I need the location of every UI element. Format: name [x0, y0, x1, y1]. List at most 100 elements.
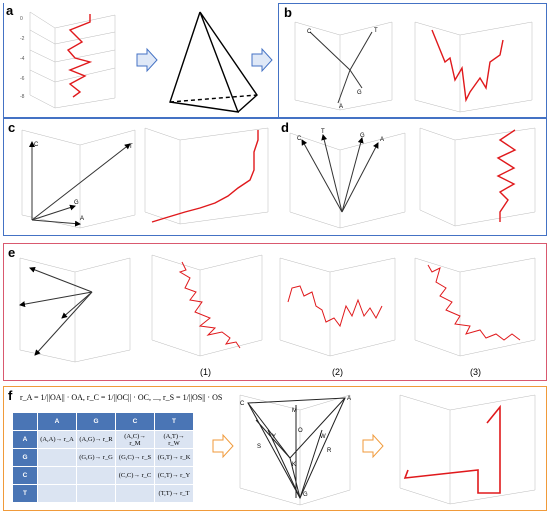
- arrow-f1: [212, 433, 234, 459]
- label-f-G: G: [303, 492, 308, 498]
- label-d-C: C: [297, 136, 302, 142]
- label-d-A: A: [380, 137, 384, 143]
- walk-e1: [178, 261, 241, 349]
- pair-matrix: A G C T A (A,A)→ r_A (A,G)→ r_R (A,C)→ r…: [12, 412, 194, 503]
- walk-f: [403, 404, 501, 494]
- plot-e0-axes: [19, 257, 131, 363]
- label-f-M: M: [292, 408, 297, 414]
- vectors-e: [19, 267, 93, 356]
- plot-d1-axes: [289, 132, 406, 229]
- sublabel-e1: (1): [200, 367, 211, 377]
- matrix-cell: (A,C)→ r_M: [115, 430, 155, 449]
- plot-e3-axes: [414, 257, 536, 357]
- label-c-T: T: [129, 144, 133, 150]
- tetra-f: [247, 397, 346, 500]
- label-b-C: C: [307, 29, 312, 35]
- label-d-T: T: [321, 129, 325, 135]
- label-c-A: A: [80, 216, 84, 222]
- matrix-rowhead: G: [12, 448, 38, 467]
- arrow-f2: [362, 433, 384, 459]
- matrix-cell: (A,A)→ r_A: [37, 430, 77, 449]
- label-b-A: A: [339, 104, 343, 110]
- matrix-header-A: A: [37, 412, 77, 431]
- frame-f-orange: [3, 386, 547, 511]
- matrix-header-G: G: [76, 412, 116, 431]
- walk-b: [431, 29, 504, 103]
- matrix-cell: [37, 448, 77, 467]
- frame-a-blue: [3, 3, 278, 118]
- label-f-W: W: [320, 434, 326, 440]
- plot-b1-axes: [294, 21, 393, 111]
- svg-text:-4: -4: [20, 56, 25, 62]
- plot-f2-axes: [399, 394, 536, 505]
- label-f-Y: Y: [272, 434, 276, 440]
- svg-text:-6: -6: [20, 76, 25, 82]
- label-f-S: S: [257, 444, 261, 450]
- panel-label-c: c: [8, 120, 16, 135]
- frame-b-blue: [278, 3, 547, 118]
- matrix-header-0: [12, 412, 38, 431]
- matrix-cell: [37, 484, 77, 503]
- panel-label-e: e: [8, 245, 16, 260]
- plot-c1-axes: [21, 129, 136, 229]
- sublabel-e3: (3): [470, 367, 481, 377]
- plot-e2-axes: [279, 257, 396, 357]
- vectors-b: [309, 31, 373, 104]
- matrix-header-C: C: [115, 412, 155, 431]
- label-c-G: G: [74, 200, 79, 206]
- label-d-G: G: [360, 133, 365, 139]
- plot-d2-axes: [419, 127, 536, 227]
- vectors-d: [301, 134, 379, 213]
- label-f-K: K: [292, 462, 296, 468]
- matrix-cell: [76, 484, 116, 503]
- panel-label-b: b: [284, 5, 292, 20]
- matrix-cell: (G,C)→ r_S: [115, 448, 155, 467]
- arrow-tetra-to-b: [251, 47, 273, 73]
- vectors-c: [29, 141, 131, 227]
- sublabel-e2: (2): [332, 367, 343, 377]
- panel-label-f: f: [8, 388, 13, 403]
- panel-label-a: a: [6, 3, 14, 18]
- panel-label-d: d: [281, 120, 289, 135]
- walk-c: [151, 130, 259, 223]
- plot-b2-axes: [414, 21, 533, 113]
- label-f-A: A: [347, 396, 351, 402]
- svg-text:-2: -2: [20, 36, 25, 42]
- walk-a: [66, 14, 93, 98]
- plot-f1-axes: [239, 394, 351, 506]
- plot-a-axes: [29, 11, 116, 109]
- label-f-R: R: [327, 448, 332, 454]
- plot-e1-axes: [151, 254, 263, 357]
- label-f-C: C: [240, 401, 245, 407]
- frame-cd-blue: [3, 118, 547, 236]
- label-c-C: C: [34, 142, 39, 148]
- formula: r_A = 1/||OA|| · OA, r_C = 1/||OC|| · OC…: [20, 393, 223, 402]
- matrix-rowhead: C: [12, 466, 38, 485]
- matrix-cell: (C,T)→ r_Y: [154, 466, 194, 485]
- matrix-cell: (A,T)→ r_W: [154, 430, 194, 449]
- plot-c2-axes: [144, 127, 269, 225]
- tetrahedron: [169, 11, 258, 113]
- label-b-T: T: [374, 28, 378, 34]
- matrix-cell: (G,T)→ r_K: [154, 448, 194, 467]
- label-b-G: G: [357, 90, 362, 96]
- frame-e-red: [3, 243, 547, 381]
- matrix-cell: (A,G)→ r_R: [76, 430, 116, 449]
- matrix-cell: (G,G)→ r_G: [76, 448, 116, 467]
- svg-text:-8: -8: [20, 94, 25, 100]
- matrix-rowhead: T: [12, 484, 38, 503]
- matrix-cell: [115, 484, 155, 503]
- matrix-rowhead: A: [12, 430, 38, 449]
- matrix-cell: [37, 466, 77, 485]
- label-f-O: O: [298, 428, 303, 434]
- walk-d: [496, 129, 517, 222]
- matrix-cell: (C,C)→ r_C: [115, 466, 155, 485]
- matrix-header-T: T: [154, 412, 194, 431]
- walk-e3: [427, 264, 521, 341]
- matrix-cell: (T,T)→ r_T: [154, 484, 194, 503]
- svg-text:0: 0: [20, 16, 23, 22]
- walk-e2: [287, 285, 383, 328]
- matrix-cell: [76, 466, 116, 485]
- arrow-a-to-tetra: [136, 47, 158, 73]
